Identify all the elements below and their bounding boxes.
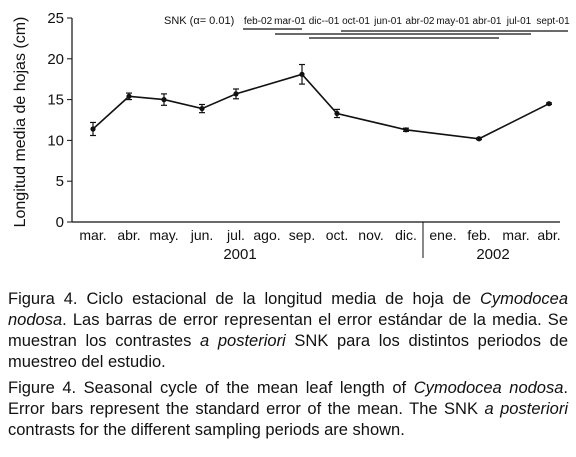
y-tick-label: 25 (47, 10, 64, 27)
snk-group-label: abr-01 (473, 16, 502, 27)
caption-spanish: Figura 4. Ciclo estacional de la longitu… (8, 289, 568, 373)
data-point (126, 93, 132, 99)
snk-group-label: oct-01 (342, 16, 370, 27)
snk-group-label: sept-01 (536, 16, 570, 27)
year-label: 2001 (223, 246, 256, 263)
x-tick-label: jul. (226, 227, 245, 243)
x-tick-label: oct. (326, 227, 349, 243)
x-tick-label: abr. (537, 227, 560, 243)
x-tick-label: may. (149, 227, 178, 243)
snk-title: SNK (α= 0.01) (164, 15, 234, 27)
caption-english: Figure 4. Seasonal cycle of the mean lea… (8, 378, 568, 441)
x-tick-label: ago. (253, 227, 280, 243)
data-point (403, 127, 409, 133)
x-tick-label: dic. (395, 227, 417, 243)
caption-es-text-1: . Ciclo estacional de la longitud media … (72, 290, 480, 308)
data-point (199, 105, 205, 112)
caption-en-text-3: contrasts for the different sampling per… (8, 421, 405, 439)
chart-axes (71, 18, 560, 258)
data-point (476, 136, 482, 142)
data-point (334, 110, 340, 117)
caption-es-text-3: SNK para los distintos periodos de muest… (8, 332, 568, 371)
series-line (92, 73, 550, 140)
caption-es-species: Cymodocea nodosa (8, 290, 569, 329)
x-tick-label: ene. (429, 227, 456, 243)
leaf-length-chart: 0 5 10 15 20 25 mar. abr. may. jun. jul. ago. sep. o… (12, 10, 570, 263)
snk-group-label: jul-01 (506, 16, 532, 27)
caption-es-italic-term: a posteriori (200, 332, 286, 350)
snk-group-label: mar-01 (274, 16, 306, 27)
snk-group-label: dic--01 (309, 16, 340, 27)
data-point (90, 126, 96, 132)
caption-en-text-1: . Seasonal cycle of the mean leaf length… (71, 379, 414, 397)
snk-group-label: feb-02 (244, 16, 273, 27)
caption-en-label: Figure 4 (8, 379, 72, 397)
x-tick-label: mar. (502, 227, 529, 243)
caption-en-species: Cymodocea nodosa (413, 379, 564, 397)
x-tick-label: feb. (467, 227, 490, 243)
x-tick-label: abr. (117, 227, 140, 243)
y-ticks: 0 5 10 15 20 25 (47, 10, 72, 231)
x-ticks: mar. abr. may. jun. jul. ago. sep. oct. nov. dic.… (79, 227, 560, 263)
y-tick-label: 5 (56, 173, 64, 190)
caption-es-text-2: . Las barras de error representan el err… (8, 311, 568, 350)
data-series (90, 63, 552, 142)
y-tick-label: 15 (47, 92, 64, 109)
x-tick-label: mar. (79, 227, 106, 243)
snk-contrasts: SNK (α= 0.01) feb-02 mar-01 dic--01 oct-01 ju… (164, 15, 570, 39)
data-point (233, 91, 239, 97)
x-tick-label: jun. (190, 227, 214, 243)
y-tick-label: 20 (47, 51, 64, 68)
data-point (546, 101, 552, 107)
x-tick-label: nov. (358, 227, 383, 243)
data-point (299, 71, 305, 77)
year-label: 2002 (476, 246, 509, 263)
caption-en-italic-term: a posteriori (484, 400, 568, 418)
y-tick-label: 10 (47, 132, 64, 149)
y-axis-label: Longitud media de hojas (cm) (12, 17, 29, 228)
caption-en-text-2: . Error bars represent the standard erro… (8, 379, 569, 418)
caption-es-label: Figura 4 (8, 290, 73, 308)
snk-group-label: abr-02 (406, 16, 435, 27)
data-point (161, 97, 167, 103)
x-tick-label: sep. (289, 227, 315, 243)
snk-group-label: may-01 (436, 16, 470, 27)
snk-group-label: jun-01 (373, 16, 402, 27)
y-tick-label: 0 (56, 214, 64, 231)
